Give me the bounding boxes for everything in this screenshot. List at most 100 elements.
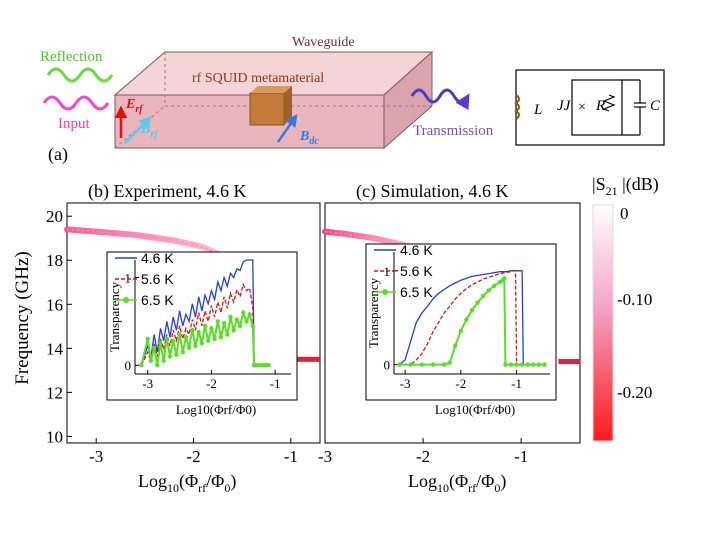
e-rf-label: Erf xyxy=(125,97,144,115)
inset-b-x-tick-label: -1 xyxy=(270,376,281,391)
waveguide-label: Waveguide xyxy=(292,35,355,50)
inset-b-series-2-point xyxy=(174,352,179,357)
transmission-wave xyxy=(410,88,470,111)
inset-b-legend-label-0: 4.6 K xyxy=(141,250,174,266)
circuit-R: R xyxy=(595,98,605,114)
panel-b-y-tick-label: 18 xyxy=(46,251,63,270)
inset-b-series-2-point xyxy=(180,349,185,355)
panel-a: Waveguide rf SQUID metamaterial Reflecti… xyxy=(40,35,665,165)
inset-b-series-2-point xyxy=(256,363,262,368)
metamaterial-label: rf SQUID metamaterial xyxy=(192,71,324,86)
inset-b-series-2-point xyxy=(148,358,154,364)
inset-b-series-2-point xyxy=(202,323,208,328)
inset-b-series-2-point xyxy=(231,327,236,333)
colorbar-tick-1: -0.10 xyxy=(617,290,652,309)
reflection-wave xyxy=(46,67,114,83)
inset-c-x-tick-label: -3 xyxy=(400,376,411,391)
inset-b-series-2-point xyxy=(145,336,150,342)
inset-b-series-2-point xyxy=(183,334,189,340)
input-wave xyxy=(42,95,110,111)
junction-cross-icon: × xyxy=(578,100,586,115)
inset-b-series-2-point xyxy=(193,343,198,349)
inset-b-x-label: Log10(Φrf/Φ0) xyxy=(176,402,256,417)
circuit-JJ: JJ xyxy=(557,98,572,114)
rf-squid-circuit xyxy=(514,69,665,146)
inset-b-series-2-point xyxy=(212,336,217,342)
inset-b-y-tick-label: 1 xyxy=(125,271,132,286)
transmission-label: Transmission xyxy=(413,123,494,139)
inset-b-series-2-point xyxy=(155,363,160,368)
inset-b-y-tick-label: 0 xyxy=(125,358,132,373)
inset-c-series-0 xyxy=(399,270,545,366)
panel-b-inset-frame xyxy=(106,251,298,401)
inset-b-series-2-point xyxy=(237,323,243,328)
colorbar-tick-2: -0.20 xyxy=(617,383,652,402)
inset-b-series-2-point xyxy=(225,332,230,337)
panel-c-x-tick-label: -1 xyxy=(514,447,528,466)
inset-b-series-2-point xyxy=(161,358,166,364)
colorbar: |S21 |(dB) 0 -0.10 -0.20 xyxy=(592,174,659,442)
panel-b-x-axis-label: Log10(Φrf/Φ0) xyxy=(138,471,236,495)
inset-c-legend-label-0: 4.6 K xyxy=(400,242,433,258)
inset-b-series-2-point xyxy=(250,323,255,328)
panel-c-x-tick-label: -2 xyxy=(416,447,430,466)
inset-c-y-label: Transparency xyxy=(366,277,381,348)
inset-b-series-2-point xyxy=(253,363,259,368)
panel-c-flat-band xyxy=(558,359,580,365)
inset-b-series-2-point xyxy=(218,334,224,340)
inset-b-series-2-point xyxy=(206,338,211,343)
inset-c-series-2-point xyxy=(408,362,413,367)
inset-c-series-2-point xyxy=(453,343,458,349)
inset-c-series-2-point xyxy=(514,362,519,367)
inset-c-series-2-point xyxy=(519,362,525,367)
inset-b-series-2-point xyxy=(186,345,192,350)
panel-c: (c) Simulation, 4.6 K -3-2-1 -3-2-101Tra… xyxy=(318,181,581,466)
inset-c-series-2-point xyxy=(525,362,530,367)
inset-b-series-2-point xyxy=(266,363,271,368)
inset-b-series-2-point xyxy=(241,310,246,315)
inset-b-series-2-point xyxy=(234,317,240,322)
inset-b-series-2-point xyxy=(260,363,265,368)
inset-c-series-2-point xyxy=(503,362,508,367)
inset-c-series-2-point xyxy=(492,283,497,288)
inset-b-series-2-point xyxy=(151,345,157,350)
circuit-C: C xyxy=(650,98,661,114)
inset-b-series-2-point xyxy=(215,319,220,324)
b-rf-arrow xyxy=(124,116,152,144)
panel-c-title: (c) Simulation, 4.6 K xyxy=(356,181,508,202)
inset-b-legend-label-2: 6.5 K xyxy=(141,292,174,308)
inset-c-series-2-point xyxy=(508,362,514,367)
panel-b-x-tick-label: -2 xyxy=(186,447,200,466)
panel-b-y-tick-label: 14 xyxy=(46,339,64,358)
inset-b-series-2-point xyxy=(167,354,173,359)
inset-c-series-1 xyxy=(399,270,545,366)
inset-c-series-2-point xyxy=(469,307,475,313)
b-dc-arrow xyxy=(276,113,298,143)
inset-b-series-2-point xyxy=(164,336,170,342)
inset-b-series-2-point xyxy=(196,329,201,335)
inset-c-series-2-point xyxy=(430,362,436,367)
panel-c-x-tick-label: -3 xyxy=(318,447,332,466)
panel-b-y-tick-label: 20 xyxy=(46,207,63,226)
panel-b-y-tick-label: 12 xyxy=(46,383,63,402)
inset-b-y-label: Transparency xyxy=(107,281,122,352)
inset-b-series-1 xyxy=(140,282,269,366)
inset-c-series-2-point xyxy=(502,276,507,281)
inset-c-series-2-point xyxy=(486,288,491,293)
inset-b-series-2-point xyxy=(158,341,163,346)
inset-b-series-2-point xyxy=(228,314,233,320)
inset-b-series-2-point xyxy=(221,320,227,326)
input-label: Input xyxy=(58,116,90,132)
inset-b-legend-label-1: 5.6 K xyxy=(141,271,174,287)
panel-b-y-tick-label: 16 xyxy=(46,295,63,314)
y-axis-label: Frequency (GHz) xyxy=(12,251,33,384)
inset-c-series-2-point xyxy=(441,362,447,367)
reflection-label: Reflection xyxy=(40,49,103,65)
inset-b-series-0 xyxy=(140,259,269,366)
inset-b-series-2-point xyxy=(247,312,252,317)
inset-c-series-2-point xyxy=(531,362,536,367)
inset-b-series-2-point xyxy=(177,332,182,337)
inset-c-series-2-point xyxy=(458,328,464,334)
inset-b-x-tick-label: -2 xyxy=(206,376,217,391)
